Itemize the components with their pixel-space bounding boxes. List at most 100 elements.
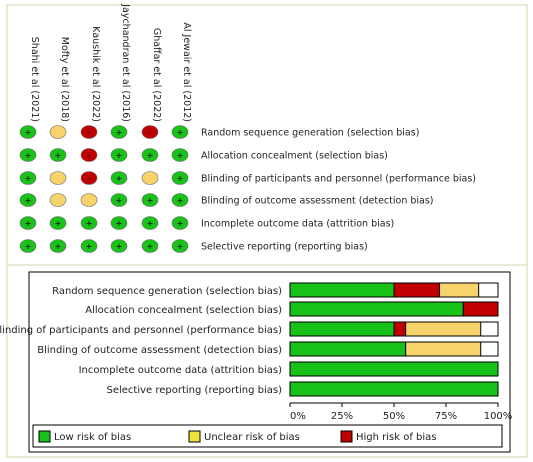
legend-item: High risk of bias bbox=[340, 430, 437, 443]
bar-segment bbox=[393, 282, 441, 298]
summary-cell-low: + bbox=[49, 239, 67, 253]
summary-cell-low: + bbox=[141, 193, 159, 207]
bar-row bbox=[289, 321, 499, 337]
risk-symbol: + bbox=[116, 219, 123, 228]
summary-domain-label: Random sequence generation (selection bi… bbox=[201, 128, 419, 139]
summary-cell-unclear bbox=[49, 125, 67, 139]
risk-circle bbox=[141, 125, 159, 139]
risk-circle bbox=[141, 239, 159, 253]
summary-cell-high: - bbox=[80, 148, 98, 162]
graph-domain-label: Incomplete outcome data (attrition bias) bbox=[79, 365, 283, 376]
summary-cell-low: + bbox=[80, 216, 98, 230]
summary-cells: + - + - + + + - + + + + - + + + + + + + + + + + + + + + + + + bbox=[19, 125, 189, 253]
summary-cell-low: + bbox=[171, 148, 189, 162]
graph-domain-label: Allocation concealment (selection bias) bbox=[85, 305, 282, 316]
legend-swatch bbox=[340, 430, 353, 443]
risk-circle bbox=[110, 125, 128, 139]
risk-circle bbox=[80, 148, 98, 162]
risk-symbol: + bbox=[55, 219, 62, 228]
x-tick-label: 75% bbox=[435, 411, 457, 422]
summary-cell-high: - bbox=[80, 171, 98, 185]
summary-cell-low: + bbox=[110, 193, 128, 207]
summary-cell-low: + bbox=[110, 125, 128, 139]
bar-row bbox=[289, 301, 499, 317]
risk-circle bbox=[80, 216, 98, 230]
study-label: Jaychandran et al (2016) bbox=[120, 3, 131, 122]
risk-symbol: + bbox=[25, 242, 32, 251]
legend-frame bbox=[32, 424, 503, 448]
risk-circle bbox=[49, 125, 67, 139]
bar-segment bbox=[289, 361, 499, 377]
risk-symbol: + bbox=[25, 219, 32, 228]
summary-cell-low: + bbox=[171, 216, 189, 230]
risk-of-bias-summary: Shahi et al (2021) Mofty et al (2018) Kaus… bbox=[19, 3, 476, 253]
bar-segment bbox=[439, 282, 480, 298]
summary-cell-low: + bbox=[110, 239, 128, 253]
summary-cell-low: + bbox=[171, 171, 189, 185]
risk-circle bbox=[141, 216, 159, 230]
summary-domain-label: Incomplete outcome data (attrition bias) bbox=[201, 219, 394, 230]
x-axis: 0% 25% 50% 75% 100% bbox=[289, 402, 512, 422]
summary-cell-low: + bbox=[171, 193, 189, 207]
risk-symbol: + bbox=[116, 174, 123, 183]
legend: Low risk of bias Unclear risk of bias High… bbox=[32, 424, 503, 448]
risk-symbol: - bbox=[87, 174, 90, 183]
risk-circle bbox=[110, 148, 128, 162]
risk-symbol: + bbox=[177, 219, 184, 228]
risk-symbol: + bbox=[116, 128, 123, 137]
graph-domain-label: Random sequence generation (selection bi… bbox=[52, 286, 282, 297]
bar-row bbox=[289, 381, 499, 397]
summary-cell-low: + bbox=[19, 239, 37, 253]
risk-symbol: + bbox=[116, 242, 123, 251]
bar-segment bbox=[289, 321, 395, 337]
risk-circle bbox=[141, 193, 159, 207]
study-label: Al Jewair et al (2012) bbox=[181, 22, 192, 122]
risk-circle bbox=[171, 148, 189, 162]
risk-circle bbox=[171, 239, 189, 253]
risk-symbol: + bbox=[147, 196, 154, 205]
risk-symbol: + bbox=[116, 196, 123, 205]
risk-symbol: + bbox=[147, 151, 154, 160]
legend-label: Unclear risk of bias bbox=[204, 432, 300, 443]
summary-domain-label: Allocation concealment (selection bias) bbox=[201, 151, 388, 162]
risk-circle bbox=[49, 148, 67, 162]
risk-symbol: + bbox=[25, 174, 32, 183]
risk-of-bias-graph: Random sequence generation (selection bi… bbox=[0, 271, 512, 453]
risk-symbol: + bbox=[177, 196, 184, 205]
graph-domain-labels: Random sequence generation (selection bi… bbox=[0, 286, 282, 396]
risk-circle bbox=[19, 239, 37, 253]
legend-item: Low risk of bias bbox=[38, 430, 131, 443]
risk-circle bbox=[110, 171, 128, 185]
risk-circle bbox=[19, 216, 37, 230]
risk-circle bbox=[80, 125, 98, 139]
risk-symbol: - bbox=[87, 151, 90, 160]
graph-domain-label: Blinding of outcome assessment (detectio… bbox=[37, 345, 282, 356]
risk-symbol: + bbox=[177, 242, 184, 251]
risk-circle bbox=[110, 193, 128, 207]
risk-symbol: + bbox=[147, 219, 154, 228]
summary-cell-low: + bbox=[49, 216, 67, 230]
bar-segment bbox=[289, 301, 464, 317]
bar-segment bbox=[405, 321, 482, 337]
risk-symbol: + bbox=[86, 242, 93, 251]
summary-cell-low: + bbox=[110, 216, 128, 230]
risk-circle bbox=[19, 193, 37, 207]
bar-segment bbox=[289, 381, 499, 397]
risk-circle bbox=[49, 239, 67, 253]
summary-domain-labels: Random sequence generation (selection bi… bbox=[201, 128, 476, 253]
risk-circle bbox=[49, 171, 67, 185]
risk-symbol: + bbox=[147, 242, 154, 251]
risk-symbol: - bbox=[148, 128, 151, 137]
summary-cell-low: + bbox=[19, 125, 37, 139]
legend-label: High risk of bias bbox=[356, 432, 437, 443]
summary-cell-high: - bbox=[141, 125, 159, 139]
summary-cell-low: + bbox=[19, 216, 37, 230]
summary-cell-low: + bbox=[80, 239, 98, 253]
risk-symbol: + bbox=[177, 151, 184, 160]
risk-circle bbox=[141, 148, 159, 162]
x-tick-label: 50% bbox=[383, 411, 405, 422]
legend-swatch bbox=[38, 430, 51, 443]
summary-cell-low: + bbox=[19, 148, 37, 162]
summary-cell-low: + bbox=[110, 171, 128, 185]
study-labels: Shahi et al (2021) Mofty et al (2018) Kaus… bbox=[29, 3, 192, 122]
